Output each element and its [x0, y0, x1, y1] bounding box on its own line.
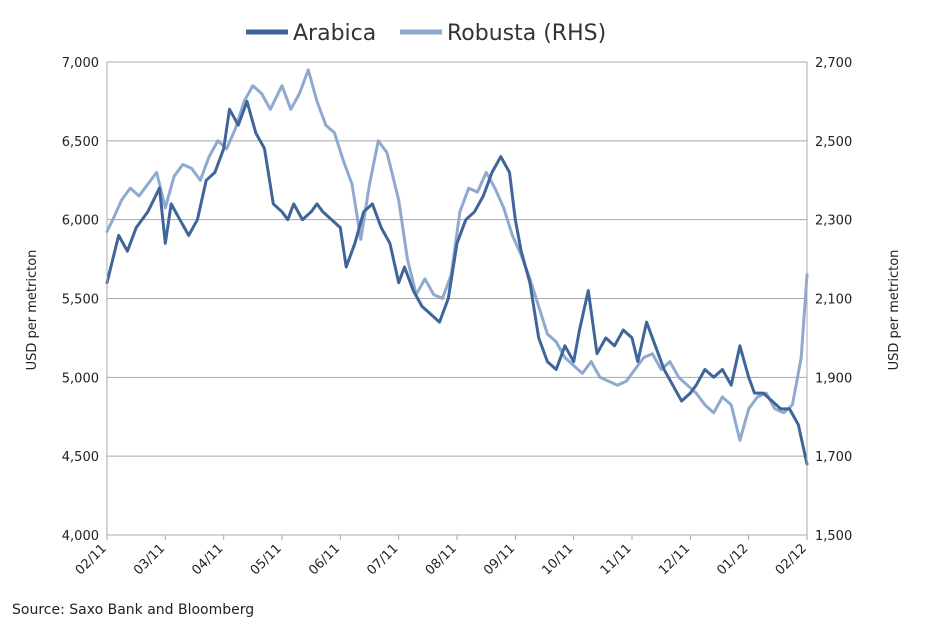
legend-label-robusta: Robusta (RHS) — [447, 21, 606, 46]
left-tick-label: 4,000 — [62, 529, 99, 544]
left-tick-label: 7,000 — [62, 56, 99, 71]
left-tick-label: 6,000 — [62, 214, 99, 229]
right-axis-ticks: 1,500 1,700 1,900 2,100 2,300 2,500 2,700 — [815, 56, 852, 544]
left-tick-label: 5,500 — [62, 293, 99, 308]
left-axis-title: USD per metricton — [25, 250, 40, 371]
x-tick-label: 08/11 — [423, 541, 460, 578]
x-axis-ticks: 02/11 03/11 04/11 05/11 06/11 07/11 08/11 09/11… — [73, 541, 810, 578]
x-tick-label: 06/11 — [306, 541, 343, 578]
left-axis-ticks: 4,000 4,500 5,000 5,500 6,000 6,500 7,000 — [62, 56, 99, 544]
right-tick-label: 2,300 — [815, 214, 852, 229]
right-axis-title: USD per metricton — [887, 250, 902, 371]
x-tick-label: 02/11 — [73, 541, 110, 578]
left-tick-label: 6,500 — [62, 135, 99, 150]
x-tick-label: 10/11 — [539, 541, 576, 578]
x-tick-label: 12/11 — [656, 541, 693, 578]
x-tick-label: 01/12 — [714, 541, 751, 578]
x-tick-label: 07/11 — [364, 541, 401, 578]
left-tick-label: 4,500 — [62, 450, 99, 465]
gridlines — [107, 61, 807, 457]
right-tick-label: 1,900 — [815, 371, 852, 386]
series-lines — [105, 68, 809, 466]
right-tick-label: 2,500 — [815, 135, 852, 150]
x-tick-label: 03/11 — [131, 541, 168, 578]
legend-label-arabica: Arabica — [293, 21, 376, 46]
source-note: Source: Saxo Bank and Bloomberg — [12, 602, 255, 618]
x-tick-label: 05/11 — [248, 541, 285, 578]
series-line-robusta — [105, 68, 809, 442]
legend: Arabica Robusta (RHS) — [246, 21, 606, 46]
x-tick-label: 04/11 — [189, 541, 226, 578]
left-tick-label: 5,000 — [62, 371, 99, 386]
right-tick-label: 1,700 — [815, 450, 852, 465]
x-tick-label: 09/11 — [481, 541, 518, 578]
right-tick-label: 2,100 — [815, 293, 852, 308]
right-tick-label: 2,700 — [815, 56, 852, 71]
x-tick-label: 02/12 — [773, 541, 810, 578]
right-tick-label: 1,500 — [815, 529, 852, 544]
x-tick-label: 11/11 — [598, 541, 635, 578]
series-line-arabica — [105, 99, 809, 466]
plot-frame — [106, 62, 808, 540]
